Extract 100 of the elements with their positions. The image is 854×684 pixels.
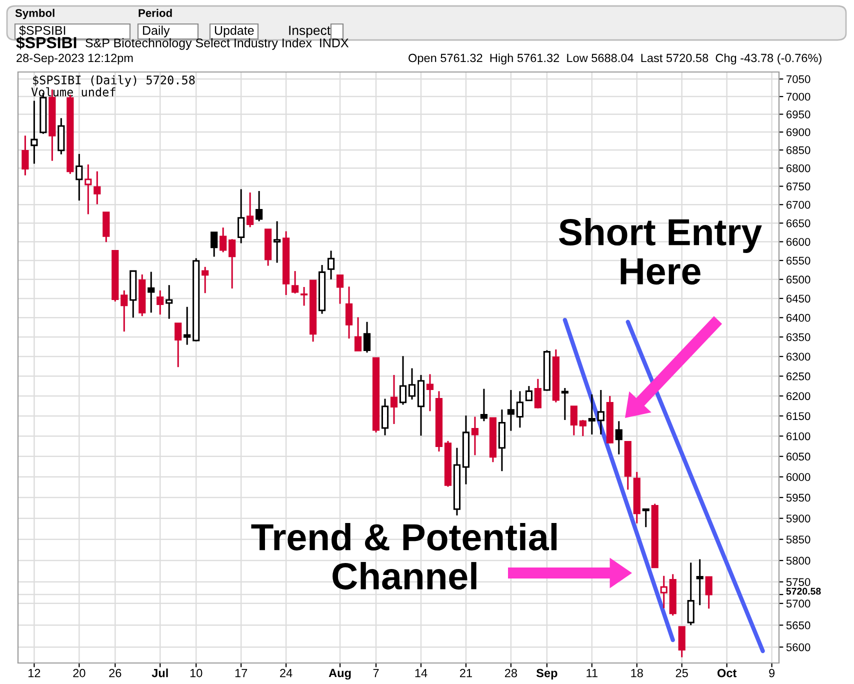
x-tick-label: 10 bbox=[190, 668, 202, 678]
y-tick-label: 6700 bbox=[786, 200, 810, 209]
y-tick-label: 6550 bbox=[786, 256, 810, 265]
chart-subtitle: S&P Biotechnology Select Industry Index INDX bbox=[86, 38, 349, 50]
annotation: Trend & Potential Channel bbox=[251, 523, 557, 590]
x-tick-label: 21 bbox=[460, 668, 472, 678]
x-tick-label: 25 bbox=[676, 668, 688, 678]
x-tick-label: Jul bbox=[152, 668, 168, 678]
y-tick-label: 6050 bbox=[786, 452, 810, 461]
x-tick-label: 9 bbox=[769, 668, 775, 678]
y-tick-label: 5800 bbox=[786, 556, 810, 565]
x-tick-label: 18 bbox=[631, 668, 643, 678]
candlestick bbox=[256, 190, 263, 222]
text: Symbol bbox=[15, 8, 54, 20]
y-tick-label: 5750 bbox=[786, 578, 810, 586]
text: Period bbox=[138, 8, 172, 17]
candlestick bbox=[274, 220, 281, 264]
candlestick bbox=[615, 420, 622, 456]
candlestick bbox=[561, 387, 568, 421]
candlestick bbox=[22, 134, 29, 176]
y-tick-label: 5650 bbox=[786, 621, 810, 630]
candlestick bbox=[363, 321, 371, 354]
x-tick-label: 7 bbox=[373, 668, 379, 678]
candlestick bbox=[678, 626, 686, 658]
candlestick bbox=[210, 232, 218, 258]
candlestick bbox=[30, 100, 38, 164]
candlestick bbox=[579, 419, 586, 437]
candlestick bbox=[525, 385, 532, 402]
candlestick bbox=[597, 389, 604, 436]
candlestick bbox=[480, 388, 488, 422]
candlestick bbox=[390, 374, 398, 425]
text: $SPSIBI bbox=[19, 25, 66, 36]
y-tick-label: 6600 bbox=[786, 238, 810, 246]
candlestick bbox=[202, 266, 209, 294]
y-tick-label: 6450 bbox=[786, 294, 810, 303]
y-tick-label: 7000 bbox=[786, 92, 810, 101]
y-tick-label: 5950 bbox=[786, 494, 810, 502]
candlestick bbox=[534, 378, 542, 410]
candlestick bbox=[120, 290, 128, 332]
x-tick-label: 28 bbox=[504, 668, 517, 678]
candlestick bbox=[166, 284, 173, 320]
y-tick-label: 6650 bbox=[786, 219, 810, 228]
y-tick-label: 5720.58 bbox=[786, 588, 821, 595]
text: Daily bbox=[143, 26, 170, 38]
y-tick-label: 6800 bbox=[786, 164, 810, 172]
text: Update bbox=[214, 26, 254, 38]
y-tick-label: 5900 bbox=[786, 514, 810, 522]
candlestick bbox=[399, 355, 407, 406]
x-tick-label: 20 bbox=[73, 668, 86, 678]
y-tick-label: 6250 bbox=[786, 372, 810, 380]
candlestick bbox=[570, 406, 578, 436]
candlestick bbox=[336, 274, 344, 305]
candlestick bbox=[660, 575, 668, 609]
candlestick bbox=[381, 398, 389, 436]
candlestick bbox=[354, 316, 362, 352]
candlestick bbox=[696, 558, 704, 606]
x-tick-label: Aug bbox=[328, 668, 351, 680]
x-tick-label: 24 bbox=[280, 668, 292, 678]
x-tick-label: 12 bbox=[28, 668, 40, 678]
candlestick bbox=[471, 416, 479, 456]
y-tick-label: 5600 bbox=[786, 643, 810, 652]
x-tick-label: 14 bbox=[415, 668, 428, 678]
y-tick-label: 6750 bbox=[786, 182, 810, 190]
x-tick-label: 11 bbox=[586, 668, 598, 678]
y-tick-label: 6950 bbox=[786, 110, 810, 118]
text: Inspect bbox=[289, 26, 330, 38]
candlestick bbox=[220, 226, 227, 253]
annotation: $SPSIBI (Daily) 5720.58 bbox=[33, 75, 195, 87]
candlestick bbox=[408, 368, 416, 400]
candlestick bbox=[345, 286, 353, 340]
text: Open 5761.32 High 5761.32 Low 5688.04 Last 5720.58 Chg -43.78 (-0.76%) bbox=[408, 54, 822, 64]
y-tick-label: 6300 bbox=[786, 352, 810, 361]
candlestick bbox=[94, 170, 101, 206]
candlestick bbox=[642, 508, 650, 528]
chart-title: $SPSIBI bbox=[16, 36, 76, 50]
candlestick bbox=[148, 271, 155, 314]
y-tick-label: 6850 bbox=[786, 146, 810, 154]
candlestick bbox=[184, 306, 191, 346]
x-tick-label: Sep bbox=[536, 668, 558, 680]
y-tick-label: 6000 bbox=[786, 473, 810, 482]
candlestick bbox=[327, 250, 335, 280]
text: 28-Sep-2023 12:12pm bbox=[16, 54, 133, 64]
annotation: Short Entry Here bbox=[558, 218, 762, 285]
candlestick bbox=[507, 389, 514, 432]
candlestick bbox=[516, 390, 524, 428]
candlestick bbox=[246, 192, 254, 228]
candlestick bbox=[687, 562, 694, 626]
candlestick bbox=[76, 153, 83, 202]
candlestick bbox=[228, 238, 236, 290]
y-tick-label: 6200 bbox=[786, 392, 810, 400]
x-tick-label: 17 bbox=[235, 668, 248, 678]
candlestick bbox=[705, 576, 712, 610]
y-tick-label: 6400 bbox=[786, 314, 810, 322]
candlestick bbox=[292, 270, 299, 294]
candlestick bbox=[426, 373, 434, 412]
candlestick bbox=[300, 286, 308, 306]
y-tick-label: 6150 bbox=[786, 412, 810, 420]
candlestick bbox=[156, 290, 164, 316]
y-tick-label: 6900 bbox=[786, 128, 810, 136]
y-tick-label: 6100 bbox=[786, 432, 810, 440]
